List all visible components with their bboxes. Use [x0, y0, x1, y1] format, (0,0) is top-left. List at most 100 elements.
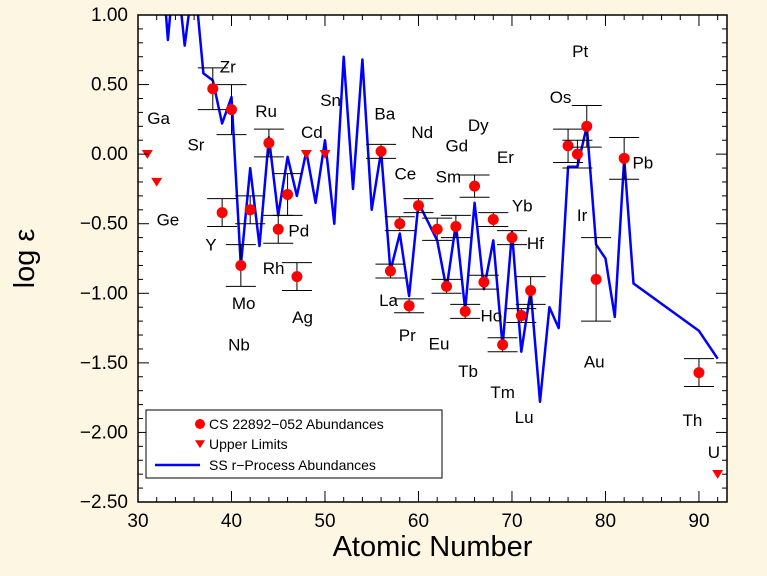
x-axis-label: Atomic Number	[333, 531, 533, 563]
y-tick-label: −2.00	[80, 422, 128, 443]
abundance-marker	[487, 214, 499, 226]
element-label: Tm	[490, 383, 515, 402]
abundance-point	[609, 136, 640, 180]
abundance-point	[394, 298, 425, 314]
element-label: Lu	[515, 408, 534, 427]
abundance-marker	[590, 273, 602, 285]
y-tick-label: 0.50	[91, 75, 128, 96]
legend-marker-abundances	[195, 419, 205, 429]
element-label: Nd	[411, 123, 433, 142]
abundance-point	[207, 198, 238, 227]
abundance-point	[422, 217, 453, 241]
abundance-point	[468, 274, 499, 290]
abundance-point	[384, 216, 415, 232]
element-label: Au	[584, 352, 605, 371]
x-tick-label: 60	[408, 511, 429, 532]
plot-frame	[137, 14, 728, 503]
x-tick-label: 40	[221, 511, 242, 532]
element-label: U	[708, 443, 720, 462]
abundance-marker	[272, 223, 284, 235]
legend-marker-upper-limits	[195, 440, 205, 449]
element-label: Pb	[632, 153, 653, 172]
x-tick-label: 90	[688, 511, 709, 532]
legend-entry-upper-limits: Upper Limits	[209, 436, 288, 452]
abundance-point	[366, 143, 397, 159]
abundance-point	[272, 173, 303, 216]
abundance-point	[571, 104, 602, 148]
series-layer	[141, 15, 724, 479]
abundance-point	[281, 262, 312, 292]
upper-limit-marker	[151, 177, 163, 187]
element-label: Ru	[255, 102, 277, 121]
abundance-point	[562, 139, 593, 169]
abundance-point	[506, 308, 537, 324]
abundance-point	[553, 128, 584, 163]
abundance-marker	[562, 140, 574, 152]
x-tick-label: 80	[595, 511, 616, 532]
element-label: Ir	[577, 206, 588, 225]
abundance-marker	[244, 204, 256, 216]
abundance-marker	[235, 259, 247, 271]
upper-limit-marker	[300, 150, 312, 159]
element-label: Rh	[263, 259, 285, 278]
element-label: Nb	[228, 336, 250, 355]
abundance-marker	[515, 310, 527, 322]
element-label: Gd	[445, 137, 468, 156]
abundance-point	[431, 278, 462, 294]
x-tick-label: 50	[314, 511, 335, 532]
element-label: Pt	[572, 42, 588, 61]
abundance-marker	[571, 148, 583, 160]
element-label: Yb	[512, 197, 533, 216]
element-label: La	[379, 291, 398, 310]
abundance-point	[515, 276, 546, 305]
abundance-point	[216, 84, 247, 136]
abundance-point	[683, 358, 714, 388]
element-label: Sr	[187, 135, 204, 154]
abundance-marker	[581, 120, 593, 132]
abundance-marker	[478, 276, 490, 288]
abundance-marker	[441, 280, 453, 292]
element-label: Ga	[147, 109, 170, 128]
element-label: Y	[205, 235, 216, 254]
y-tick-label: −2.50	[80, 492, 128, 513]
abundance-marker	[469, 180, 481, 192]
abundance-marker	[207, 83, 219, 95]
element-label: Zr	[220, 57, 236, 76]
abundance-point	[478, 212, 509, 227]
legend-box	[145, 409, 443, 479]
abundance-marker	[282, 188, 294, 200]
abundance-marker	[693, 367, 705, 379]
y-tick-label: −0.50	[80, 214, 128, 235]
element-label: Ge	[157, 210, 180, 229]
abundance-marker	[216, 207, 228, 219]
abundance-marker	[375, 145, 387, 157]
abundance-marker	[225, 104, 237, 116]
abundance-point	[440, 214, 471, 239]
element-label: Pr	[399, 326, 416, 345]
element-label: Cd	[301, 123, 323, 142]
upper-limit-marker	[712, 470, 724, 479]
element-label: Eu	[429, 334, 450, 353]
abundance-point	[225, 244, 256, 287]
abundance-marker	[618, 152, 630, 164]
abundance-marker	[459, 305, 471, 317]
ss-rprocess-line	[164, 15, 719, 404]
abundance-marker	[291, 271, 303, 283]
abundance-marker	[403, 300, 415, 312]
element-label: Ba	[374, 105, 395, 124]
x-tick-label: 30	[127, 511, 148, 532]
element-label: Mo	[232, 294, 256, 313]
element-label: Ho	[481, 306, 503, 325]
abundance-point	[487, 337, 518, 353]
element-label: Er	[497, 148, 514, 167]
element-label: Ag	[292, 308, 313, 327]
abundance-point	[403, 198, 434, 214]
element-label: Os	[550, 88, 572, 107]
legend-entry-abundances: CS 22892−052 Abundances	[209, 416, 384, 432]
abundance-marker	[263, 137, 275, 149]
abundance-marker	[384, 265, 396, 277]
element-label: Th	[682, 411, 702, 430]
abundance-point	[581, 237, 612, 322]
